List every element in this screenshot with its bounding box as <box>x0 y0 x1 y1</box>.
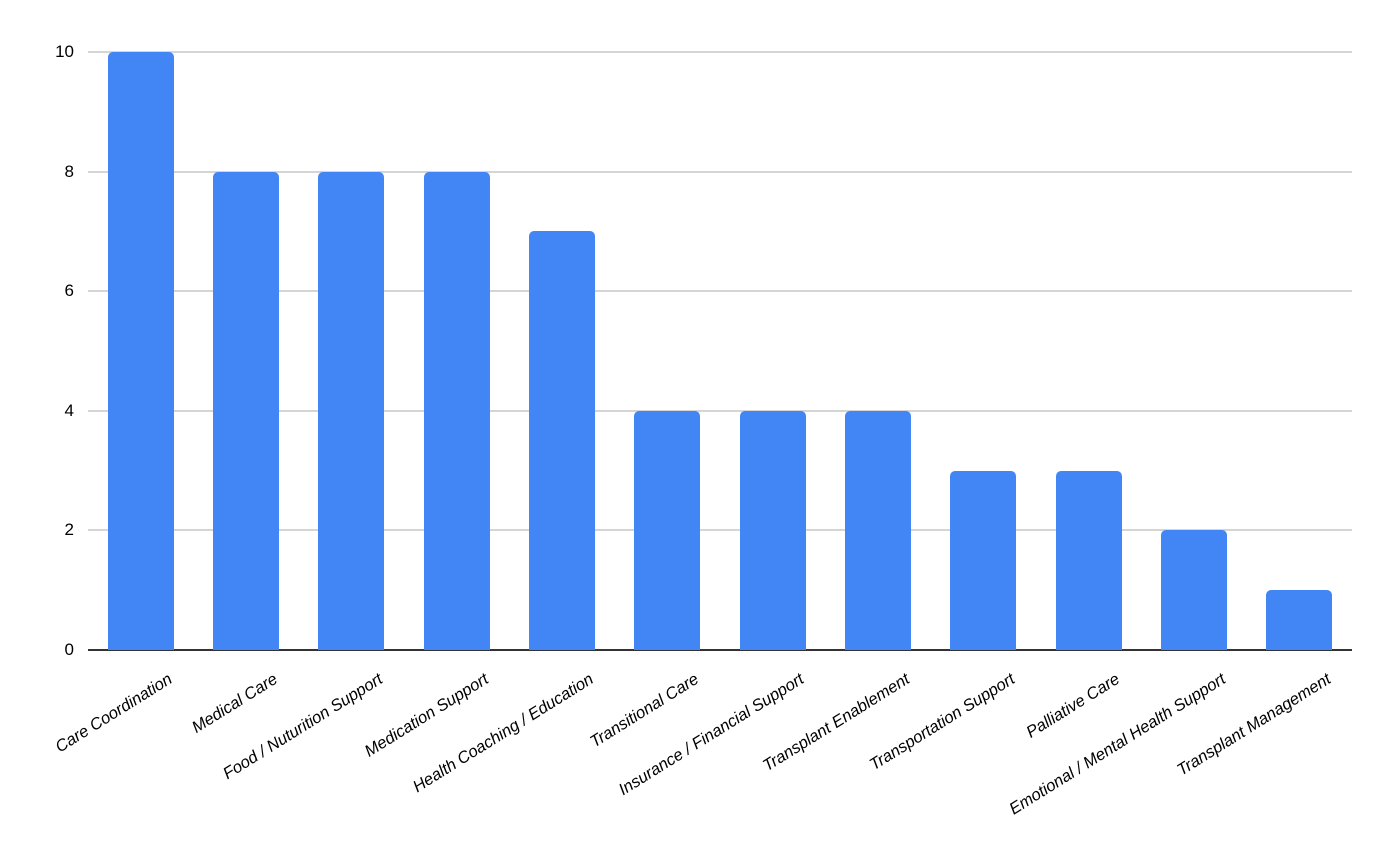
bar <box>528 231 595 650</box>
bar <box>212 171 279 650</box>
bar-column <box>1247 52 1352 650</box>
bar-column <box>615 52 720 650</box>
bar-column <box>404 52 509 650</box>
gridline <box>88 170 1352 173</box>
gridline <box>88 51 1352 53</box>
bar <box>634 410 701 650</box>
gridline <box>88 529 1352 532</box>
x-category-label: Care Coordination <box>52 670 176 757</box>
x-category-label: Medical Care <box>188 670 281 737</box>
y-tick-label: 2 <box>64 520 74 540</box>
y-tick-label: 6 <box>64 281 74 301</box>
bar <box>318 171 385 650</box>
bar <box>739 410 806 650</box>
bar-column <box>193 52 298 650</box>
x-category-label: Health Coaching / Education <box>409 670 597 797</box>
x-category-label: Insurance / Financial Support <box>615 670 808 799</box>
gridline <box>88 409 1352 412</box>
bar-column <box>299 52 404 650</box>
bar-column <box>509 52 614 650</box>
bar-column <box>1036 52 1141 650</box>
bar-column <box>931 52 1036 650</box>
bar <box>1266 590 1333 650</box>
x-axis-line <box>88 649 1352 651</box>
bar <box>423 171 490 650</box>
x-category-label: Palliative Care <box>1023 670 1124 742</box>
bar <box>1055 470 1122 650</box>
bar <box>844 410 911 650</box>
y-tick-label: 10 <box>55 42 74 61</box>
gridline <box>88 290 1352 293</box>
x-category-label: Emotional / Mental Health Support <box>1005 670 1229 819</box>
bar-column <box>720 52 825 650</box>
bar-column <box>1141 52 1246 650</box>
y-tick-label: 8 <box>64 161 74 181</box>
bar <box>1160 530 1227 650</box>
y-tick-label: 0 <box>64 640 74 659</box>
bar-column <box>825 52 930 650</box>
y-tick-label: 4 <box>64 400 74 420</box>
x-axis-labels: Care Coordination Medical Care Food / Nutu… <box>52 664 1352 864</box>
bar-column <box>88 52 193 650</box>
plot-area <box>88 51 1352 651</box>
bar <box>950 470 1017 650</box>
bars <box>88 52 1352 650</box>
bar <box>107 52 174 650</box>
